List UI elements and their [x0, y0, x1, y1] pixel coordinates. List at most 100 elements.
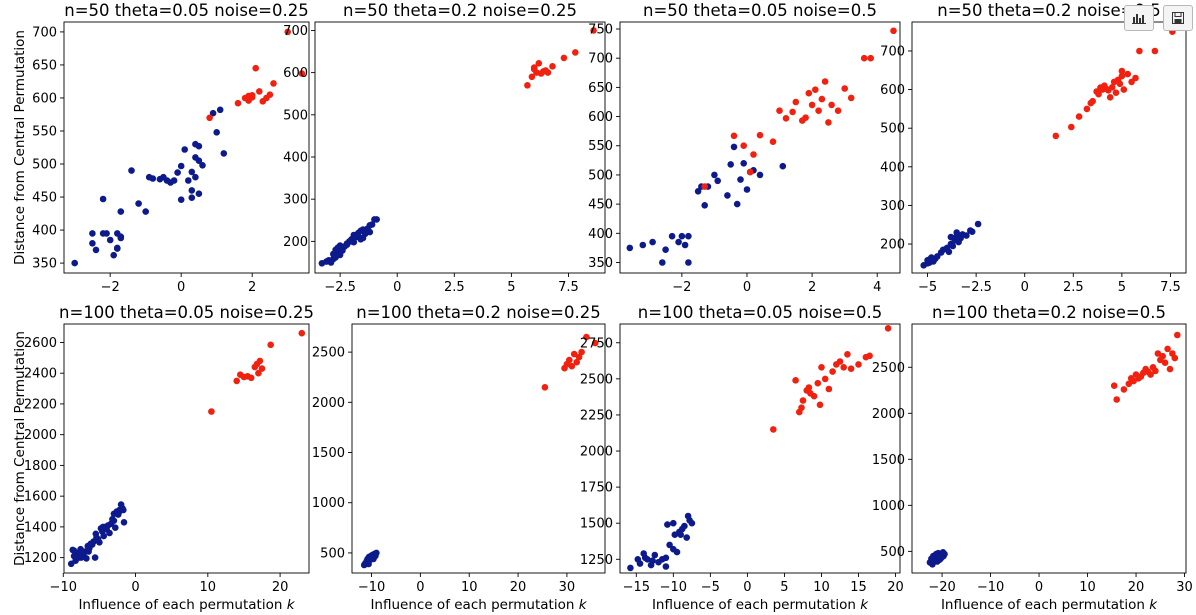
data-point-low	[220, 150, 228, 157]
data-point-low	[83, 555, 90, 562]
data-point-low	[675, 238, 682, 246]
axes-frame	[351, 323, 606, 574]
y-tick-label: 600	[880, 83, 905, 98]
data-point-high	[248, 94, 256, 101]
data-point-low	[963, 232, 970, 239]
data-point-high	[1083, 105, 1091, 113]
x-axis-label-variable: k	[1149, 597, 1158, 613]
y-tick-label: 550	[32, 124, 57, 139]
data-point-high	[1112, 89, 1120, 96]
data-point-high	[530, 64, 538, 71]
data-point-low	[626, 244, 634, 252]
data-point-high	[255, 88, 263, 95]
y-tick-label: 1500	[872, 453, 905, 468]
data-point-low	[924, 257, 931, 264]
data-point-low	[662, 563, 670, 570]
data-point-low	[670, 545, 677, 553]
data-point-high	[1118, 72, 1126, 80]
y-tick-label: 700	[32, 25, 57, 40]
data-point-high	[1164, 345, 1171, 353]
data-point-low	[188, 194, 196, 201]
x-tick-label: 0	[1035, 580, 1043, 595]
data-point-low	[112, 524, 119, 531]
data-point-low	[89, 240, 96, 247]
data-point-low	[117, 208, 125, 215]
data-point-high	[789, 108, 796, 116]
x-tick-label: −10	[50, 580, 77, 595]
data-point-high	[1152, 367, 1159, 375]
save-icon-button[interactable]	[1163, 5, 1193, 31]
y-tick-label: 1600	[24, 490, 57, 505]
y-tick-label: 750	[588, 23, 613, 38]
data-point-high	[816, 401, 824, 409]
y-tick-label: 2400	[24, 367, 57, 382]
data-point-low	[120, 519, 128, 526]
data-point-low	[181, 146, 188, 153]
data-point-high	[1106, 94, 1114, 101]
data-point-high	[566, 356, 573, 364]
data-point-high	[549, 63, 556, 70]
x-tick-label: 2	[248, 280, 256, 295]
chart-title: n=100 theta=0.05 noise=0.25	[59, 303, 314, 322]
data-point-low	[949, 242, 957, 250]
y-tick-label: 200	[283, 235, 308, 250]
y-tick-label: 600	[283, 66, 308, 81]
data-point-high	[847, 94, 855, 102]
x-axis-label: Influence of each permutation k	[652, 597, 869, 613]
y-tick-label: 400	[283, 150, 308, 165]
data-point-high	[808, 101, 816, 109]
data-point-low	[662, 246, 669, 253]
data-point-low	[683, 534, 690, 541]
data-point-low	[681, 241, 689, 249]
y-tick-label: 300	[283, 193, 308, 208]
scatter-panel-2: n=50 theta=0.2 noise=0.25 −2.5 0 2.5 5 7.5 200…	[283, 1, 606, 295]
x-tick-label: 0	[1021, 280, 1029, 295]
y-tick-label: 650	[588, 81, 613, 96]
y-tick-label: 2500	[872, 361, 905, 376]
y-tick-label: 650	[32, 58, 57, 73]
data-point-low	[953, 229, 960, 236]
chart-title: n=100 theta=0.2 noise=0.5	[932, 303, 1166, 322]
y-tick-label: 2000	[872, 407, 905, 422]
x-tick-label: 2.5	[444, 280, 465, 295]
x-tick-label: 7.5	[558, 280, 579, 295]
y-tick-label: 700	[283, 24, 308, 39]
y-tick-label: 500	[320, 546, 345, 561]
data-point-low	[662, 554, 670, 562]
data-point-low	[932, 255, 939, 262]
data-point-low	[937, 249, 945, 256]
data-point-low	[688, 519, 696, 527]
data-point-low	[373, 216, 381, 223]
data-point-high	[840, 364, 847, 371]
data-point-low	[730, 143, 738, 151]
data-point-low	[149, 175, 157, 182]
data-point-low	[188, 187, 196, 194]
chart-title: n=100 theta=0.2 noise=0.25	[356, 303, 600, 322]
data-point-low	[743, 186, 751, 193]
chart-title: n=50 theta=0.05 noise=0.25	[64, 1, 308, 20]
data-point-low	[114, 244, 121, 252]
scatter-panel-1: n=50 theta=0.05 noise=0.25 −2 0 2 350 400 450 5…	[12, 1, 310, 295]
chart-icon-button[interactable]	[1124, 5, 1154, 31]
axes-frame	[911, 21, 1187, 274]
data-point-high	[1171, 354, 1179, 362]
y-tick-label: 2200	[24, 397, 57, 412]
data-point-low	[192, 173, 199, 181]
y-tick-label: 700	[588, 52, 613, 67]
data-point-high	[818, 364, 825, 371]
x-tick-label: −2	[672, 280, 691, 295]
data-point-low	[727, 161, 734, 168]
x-tick-label: 10	[813, 580, 830, 595]
data-point-low	[649, 557, 656, 564]
data-point-low	[368, 221, 376, 228]
y-tick-label: 450	[588, 198, 613, 213]
data-point-high	[818, 95, 826, 103]
data-point-low	[99, 523, 107, 531]
y-tick-label: 500	[588, 168, 613, 183]
y-tick-label: 400	[32, 224, 57, 239]
data-point-low	[779, 162, 787, 170]
x-tick-label: −15	[623, 580, 650, 595]
scatter-panel-6: n=100 theta=0.2 noise=0.25 −10 0 10 20 30 500 1…	[312, 303, 606, 613]
data-point-low	[685, 259, 692, 266]
